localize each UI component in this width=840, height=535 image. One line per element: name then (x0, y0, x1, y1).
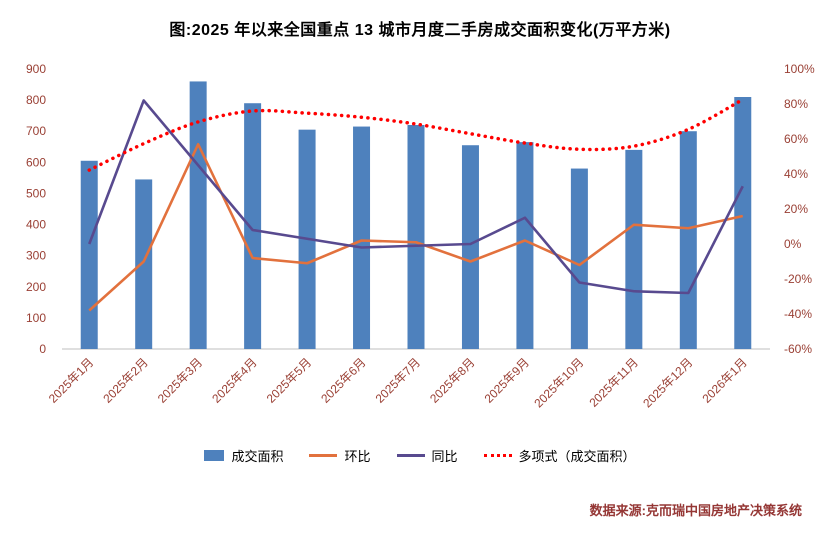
left-axis-tick-label: 200 (26, 280, 46, 294)
legend-item-transaction-area: 成交面积 (204, 446, 283, 465)
bar-成交面积 (80, 160, 98, 349)
legend-marker-mom-line-icon (309, 454, 338, 457)
x-axis-label: 2026年1月 (699, 355, 749, 405)
bar-成交面积 (189, 81, 207, 349)
bar-成交面积 (407, 125, 425, 349)
bar-成交面积 (244, 103, 262, 349)
legend-item-mom: 环比 (309, 446, 371, 465)
bar-成交面积 (353, 126, 371, 349)
x-axis-label: 2025年6月 (318, 355, 368, 405)
x-axis-label: 2025年12月 (640, 355, 695, 410)
left-axis-tick-label: 400 (26, 218, 46, 232)
bar-成交面积 (679, 131, 697, 349)
data-source: 数据来源:克而瑞中国房地产决策系统 (589, 503, 802, 518)
right-axis-tick-label: 80% (784, 97, 808, 111)
legend-label-yoy: 同比 (431, 449, 458, 464)
bar-成交面积 (516, 142, 534, 349)
legend-label-transaction-area: 成交面积 (231, 449, 284, 464)
right-axis-tick-label: 0% (784, 237, 802, 251)
x-axis-label: 2025年7月 (373, 355, 423, 405)
legend-label-trend: 多项式（成交面积） (518, 449, 636, 464)
x-axis-label: 2025年4月 (209, 355, 259, 405)
bar-成交面积 (570, 168, 588, 349)
x-axis-label: 2025年1月 (46, 355, 96, 405)
x-axis-label: 2025年3月 (155, 355, 205, 405)
legend-marker-yoy-line-icon (396, 454, 425, 457)
x-axis-label: 2025年9月 (482, 355, 532, 405)
x-axis-label: 2025年10月 (531, 355, 586, 410)
left-axis-tick-label: 100 (26, 311, 46, 325)
right-axis-tick-label: 20% (784, 202, 808, 216)
x-axis-label: 2025年5月 (264, 355, 314, 405)
bar-成交面积 (135, 179, 153, 349)
left-axis-tick-label: 600 (26, 155, 46, 169)
chart-title: 图:2025 年以来全国重点 13 城市月度二手房成交面积变化(万平方米) (169, 22, 671, 39)
right-axis-tick-label: 60% (784, 132, 808, 146)
left-axis-tick-label: 300 (26, 249, 46, 263)
chart-legend: 成交面积 环比 同比 多项式（成交面积） (0, 446, 840, 465)
legend-marker-bar-icon (204, 450, 225, 461)
left-axis-tick-label: 900 (26, 62, 46, 76)
bar-成交面积 (734, 97, 752, 349)
right-axis-tick-label: 40% (784, 167, 808, 181)
x-axis-label: 2025年8月 (427, 355, 477, 405)
x-axis-label: 2025年2月 (100, 355, 150, 405)
right-axis-tick-label: -60% (784, 342, 812, 356)
x-axis-label: 2025年11月 (586, 355, 641, 410)
legend-marker-trend-dotted-icon (483, 454, 512, 457)
trendline-多项式（成交面积） (87, 97, 745, 172)
bar-成交面积 (625, 149, 643, 349)
left-axis-tick-label: 800 (26, 93, 46, 107)
line-环比 (88, 142, 744, 312)
right-axis-tick-label: 100% (784, 62, 815, 76)
right-axis-tick-label: -40% (784, 307, 812, 321)
left-axis-tick-label: 700 (26, 124, 46, 138)
left-axis-tick-label: 0 (39, 342, 46, 356)
bar-成交面积 (461, 145, 479, 349)
left-axis-tick-label: 500 (26, 186, 46, 200)
right-axis-tick-label: -20% (784, 272, 812, 286)
legend-item-yoy: 同比 (396, 446, 458, 465)
line-同比 (88, 99, 744, 295)
chart-plot-area: 0 100 200 300 400 500 600 700 800 900 -60% -40% -20%… (26, 62, 815, 410)
legend-item-trend: 多项式（成交面积） (483, 446, 636, 465)
legend-label-mom: 环比 (344, 449, 371, 464)
